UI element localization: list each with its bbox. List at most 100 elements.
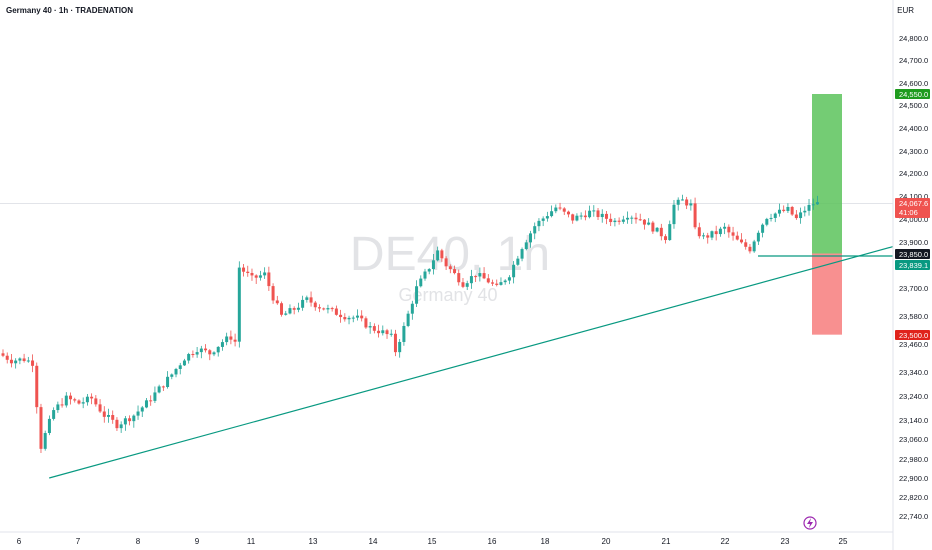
candle-body bbox=[195, 352, 199, 355]
price-tick-label: 24,500.0 bbox=[899, 101, 928, 110]
candle-body bbox=[94, 398, 98, 405]
candle-body bbox=[398, 341, 402, 353]
currency-label: EUR bbox=[897, 6, 914, 15]
price-tick-label: 23,060.0 bbox=[899, 435, 928, 444]
time-tick-label: 25 bbox=[839, 537, 848, 546]
candle-body bbox=[659, 227, 663, 237]
candle-body bbox=[811, 204, 815, 206]
candle-body bbox=[318, 307, 321, 309]
candle-body bbox=[372, 326, 376, 331]
candle-body bbox=[474, 276, 478, 278]
candle-body bbox=[647, 222, 651, 225]
candle-body bbox=[461, 282, 465, 287]
candle-body bbox=[752, 241, 756, 252]
candle-body bbox=[613, 220, 617, 223]
candle-body bbox=[102, 411, 106, 417]
stop-zone bbox=[812, 253, 842, 335]
candle-body bbox=[604, 213, 608, 219]
price-tick-label: 24,100.0 bbox=[899, 192, 928, 201]
price-tick-label: 23,700.0 bbox=[899, 284, 928, 293]
candle-body bbox=[174, 368, 178, 375]
candle-body bbox=[119, 424, 123, 429]
candle-body bbox=[558, 207, 562, 209]
candle-body bbox=[621, 219, 625, 222]
candle-body bbox=[1, 353, 5, 356]
time-tick-label: 13 bbox=[309, 537, 318, 546]
candle-body bbox=[609, 218, 613, 223]
candle-body bbox=[769, 217, 773, 219]
candle-body bbox=[161, 386, 165, 388]
candle-body bbox=[199, 348, 203, 353]
entry-price-tag-text: 23,850.0 bbox=[899, 250, 928, 259]
time-tick-label: 20 bbox=[602, 537, 611, 546]
candle-body bbox=[237, 267, 241, 342]
candle-body bbox=[524, 242, 528, 250]
candle-body bbox=[672, 204, 676, 225]
candle-body bbox=[136, 411, 140, 416]
time-tick-label: 23 bbox=[781, 537, 790, 546]
candle-body bbox=[233, 339, 237, 342]
candle-body bbox=[182, 360, 186, 366]
current-price-tag-text: 24,067.6 bbox=[899, 199, 928, 208]
candle-body bbox=[735, 235, 739, 240]
candle-body bbox=[90, 396, 94, 399]
candle-body bbox=[26, 360, 30, 362]
candle-body bbox=[588, 210, 592, 218]
candle-body bbox=[693, 203, 697, 228]
candle-body bbox=[782, 209, 786, 211]
candle-body bbox=[339, 314, 343, 318]
price-tick-label: 24,300.0 bbox=[899, 147, 928, 156]
target-zone bbox=[812, 94, 842, 254]
candle-body bbox=[651, 222, 655, 232]
time-axis[interactable]: 6 7 8 9 11 13 14 15 16 18 20 21 22 23 25 bbox=[0, 531, 893, 546]
candle-body bbox=[465, 283, 469, 287]
candle-body bbox=[115, 419, 119, 429]
position-zones bbox=[812, 94, 842, 335]
time-tick-label: 16 bbox=[488, 537, 497, 546]
candle-body bbox=[718, 228, 722, 235]
candle-body bbox=[668, 224, 672, 241]
candle-body bbox=[566, 211, 570, 215]
candle-body bbox=[562, 208, 566, 212]
candle-body bbox=[280, 303, 284, 315]
candle-body bbox=[761, 224, 765, 233]
candle-body bbox=[427, 269, 431, 272]
candle-body bbox=[685, 199, 689, 206]
candle-body bbox=[393, 333, 397, 353]
candle-body bbox=[638, 219, 642, 221]
candle-body bbox=[406, 313, 410, 326]
candle-body bbox=[756, 232, 760, 242]
candle-body bbox=[634, 217, 638, 220]
candle-body bbox=[710, 231, 714, 238]
candle-body bbox=[794, 214, 798, 219]
candle-body bbox=[554, 207, 558, 212]
drawing-lines bbox=[49, 246, 894, 479]
price-tags: 24,550.0 24,067.641:06 23,850.0 23,839.1 23,… bbox=[895, 89, 930, 340]
candle-body bbox=[575, 215, 579, 221]
candle-body bbox=[503, 280, 507, 283]
price-tick-label: 24,000.0 bbox=[899, 215, 928, 224]
candle-body bbox=[545, 216, 549, 219]
candle-body bbox=[486, 278, 490, 283]
stop-price-tag-text: 23,500.0 bbox=[899, 331, 928, 340]
candle-body bbox=[389, 333, 393, 335]
candle-body bbox=[731, 232, 735, 236]
candle-body bbox=[242, 267, 246, 272]
candle-body bbox=[529, 233, 532, 243]
candle-body bbox=[149, 400, 153, 402]
price-axis[interactable]: 24,800.0 24,700.0 24,600.0 24,500.0 24,400.0… bbox=[892, 0, 932, 550]
candle-body bbox=[583, 215, 587, 218]
candle-body bbox=[35, 365, 39, 408]
time-tick-label: 7 bbox=[76, 537, 81, 546]
lightning-icon[interactable] bbox=[803, 516, 817, 530]
candle-body bbox=[579, 215, 583, 217]
candle-body bbox=[748, 246, 752, 252]
candle-body bbox=[626, 217, 630, 220]
candle-body bbox=[507, 277, 511, 281]
target-price-tag-text: 24,550.0 bbox=[899, 90, 928, 99]
candle-body bbox=[263, 272, 267, 276]
candle-body bbox=[111, 415, 115, 420]
price-tick-label: 24,400.0 bbox=[899, 124, 928, 133]
candle-body bbox=[153, 392, 157, 401]
